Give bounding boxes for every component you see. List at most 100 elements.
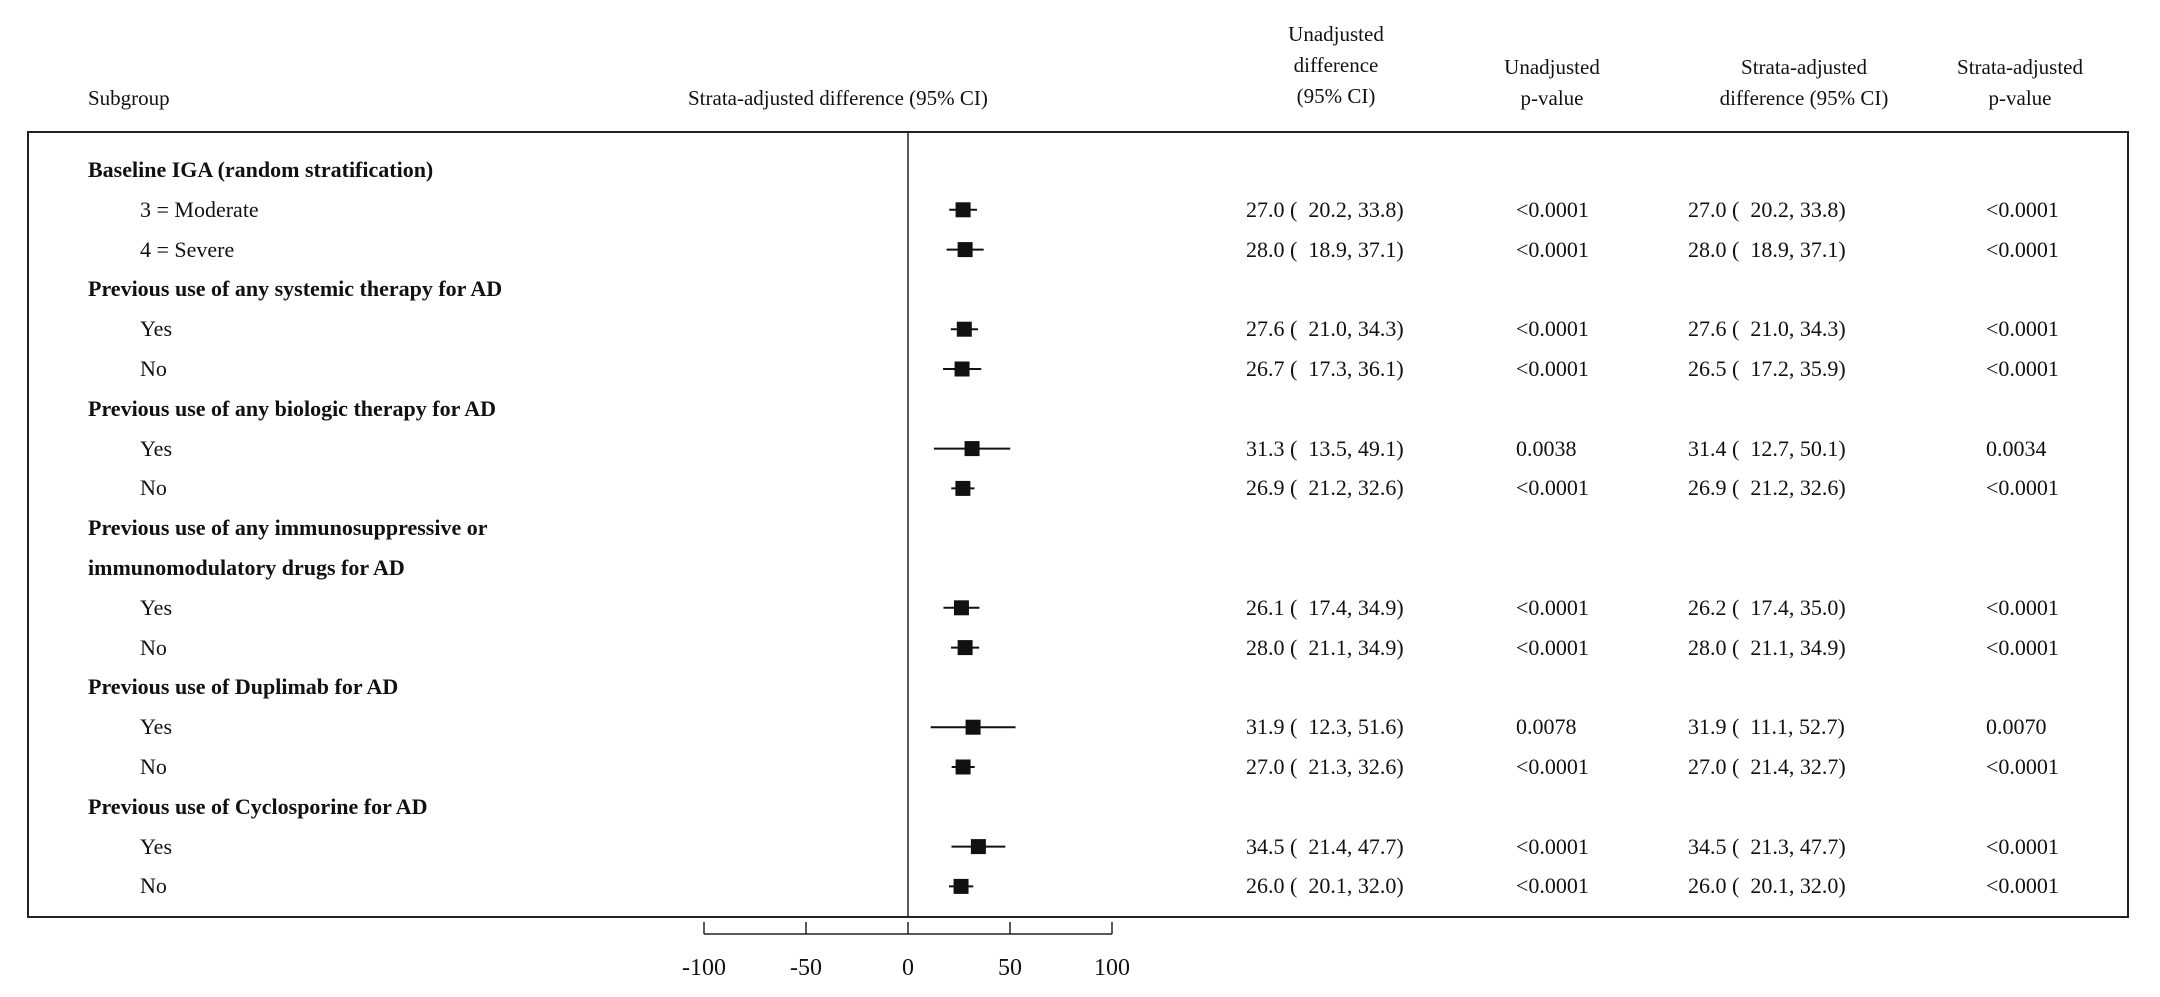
unadjusted-p-value-cell: <0.0001 (1516, 316, 1589, 342)
unadjusted-p-value-cell: <0.0001 (1516, 873, 1589, 899)
subgroup-label: 3 = Moderate (140, 196, 259, 222)
unadjusted-p-value-cell: <0.0001 (1516, 634, 1589, 660)
point-estimate (965, 719, 981, 735)
x-axis-tick-label: -100 (682, 955, 726, 981)
point-estimate (955, 480, 971, 496)
unadjusted-p-value-cell: <0.0001 (1516, 356, 1589, 381)
unadjusted-p-value-cell: <0.0001 (1516, 475, 1589, 501)
strata-adjusted-difference-cell: 27.6 ( 21.0, 34.3) (1688, 316, 1846, 342)
subgroup-label: Yes (140, 435, 173, 461)
unadjusted-difference-cell: 34.5 ( 21.4, 47.7) (1246, 833, 1404, 859)
subgroup-heading-row: Previous use of any biologic therapy for… (0, 389, 2160, 429)
subgroup-heading: Previous use of Duplimab for AD (88, 674, 399, 700)
subgroup-label: No (140, 356, 167, 381)
unadjusted-difference-cell: 26.0 ( 20.1, 32.0) (1246, 873, 1404, 899)
unadjusted-difference-cell: 26.1 ( 17.4, 34.9) (1246, 594, 1404, 620)
subgroup-row: Yes 31.3 ( 13.5, 49.1) 0.0038 31.4 ( 12.7, … (0, 429, 2160, 469)
unadjusted-p-value-cell: <0.0001 (1516, 833, 1589, 859)
point-estimate (970, 839, 986, 855)
subgroup-heading-row: Previous use of Cyclosporine for AD (0, 787, 2160, 827)
unadjusted-difference-cell: 28.0 ( 18.9, 37.1) (1246, 236, 1404, 262)
strata-adjusted-p-value-cell: 0.0070 (1986, 714, 2047, 740)
strata-adjusted-p-value-cell: <0.0001 (1986, 236, 2059, 262)
subgroup-heading-row: Previous use of any immunosuppressive or (0, 508, 2160, 548)
strata-adjusted-p-value-cell: <0.0001 (1986, 754, 2059, 779)
x-axis-tick-label: -50 (790, 955, 822, 981)
subgroup-heading-row: Baseline IGA (random stratification) (0, 150, 2160, 190)
subgroup-label: Yes (140, 833, 173, 859)
subgroup-heading: Baseline IGA (random stratification) (88, 157, 434, 182)
point-estimate (957, 242, 973, 258)
strata-adjusted-difference-cell: 28.0 ( 21.1, 34.9) (1688, 634, 1846, 660)
x-axis-tick-label: 0 (902, 955, 914, 981)
subgroup-label: 4 = Severe (140, 236, 235, 262)
unadjusted-p-value-cell: <0.0001 (1516, 196, 1589, 222)
point-estimate (953, 600, 969, 616)
point-estimate (954, 361, 970, 377)
strata-adjusted-difference-cell: 28.0 ( 18.9, 37.1) (1688, 236, 1846, 262)
strata-adjusted-difference-cell: 31.9 ( 11.1, 52.7) (1688, 714, 1845, 740)
strata-adjusted-p-value-cell: <0.0001 (1986, 196, 2059, 222)
header-strata-adjusted-difference: Strata-adjusted difference (95% CI) (1719, 55, 1889, 110)
subgroup-heading: Previous use of any biologic therapy for… (88, 395, 497, 421)
strata-adjusted-difference-cell: 34.5 ( 21.3, 47.7) (1688, 833, 1846, 859)
unadjusted-difference-cell: 28.0 ( 21.1, 34.9) (1246, 634, 1404, 660)
subgroup-label: Yes (140, 594, 173, 620)
strata-adjusted-difference-cell: 26.5 ( 17.2, 35.9) (1688, 356, 1846, 381)
strata-adjusted-p-value-cell: <0.0001 (1986, 316, 2059, 342)
subgroup-row: No 28.0 ( 21.1, 34.9) <0.0001 28.0 ( 21.1, … (0, 628, 2160, 668)
unadjusted-p-value-cell: 0.0078 (1516, 714, 1577, 740)
unadjusted-difference-cell: 27.6 ( 21.0, 34.3) (1246, 316, 1404, 342)
plot-frame (27, 131, 2129, 918)
unadjusted-p-value-cell: <0.0001 (1516, 754, 1589, 779)
subgroup-heading-row: Previous use of any systemic therapy for… (0, 269, 2160, 309)
unadjusted-difference-cell: 31.3 ( 13.5, 49.1) (1246, 435, 1404, 461)
unadjusted-difference-cell: 26.9 ( 21.2, 32.6) (1246, 475, 1404, 501)
subgroup-label: Yes (140, 316, 173, 342)
x-axis-tick-label: 50 (998, 955, 1022, 981)
subgroup-row: No 26.7 ( 17.3, 36.1) <0.0001 26.5 ( 17.2, … (0, 349, 2160, 389)
subgroup-row: Yes 27.6 ( 21.0, 34.3) <0.0001 27.6 ( 21.0,… (0, 309, 2160, 349)
unadjusted-p-value-cell: 0.0038 (1516, 435, 1577, 461)
unadjusted-difference-cell: 26.7 ( 17.3, 36.1) (1246, 356, 1404, 381)
point-estimate (964, 441, 980, 457)
unadjusted-p-value-cell: <0.0001 (1516, 236, 1589, 262)
subgroup-row: Yes 31.9 ( 12.3, 51.6) 0.0078 31.9 ( 11.1, … (0, 707, 2160, 747)
unadjusted-difference-cell: 31.9 ( 12.3, 51.6) (1246, 714, 1404, 740)
subgroup-row: No 26.0 ( 20.1, 32.0) <0.0001 26.0 ( 20.1, … (0, 866, 2160, 906)
strata-adjusted-difference-cell: 26.9 ( 21.2, 32.6) (1688, 475, 1846, 501)
header-plot-axis: Strata-adjusted difference (95% CI) (688, 86, 988, 110)
subgroup-heading-row: Previous use of Duplimab for AD (0, 667, 2160, 707)
header-unadjusted-difference: Unadjusted difference (95% CI) (1288, 22, 1384, 108)
subgroup-row: 4 = Severe 28.0 ( 18.9, 37.1) <0.0001 28.0 … (0, 230, 2160, 270)
subgroup-heading: Previous use of any systemic therapy for… (88, 276, 503, 302)
header-unadjusted-p-value: Unadjusted p-value (1504, 55, 1600, 110)
subgroup-heading-row: immunomodulatory drugs for AD (0, 548, 2160, 588)
point-estimate (953, 878, 969, 894)
strata-adjusted-difference-cell: 26.2 ( 17.4, 35.0) (1688, 594, 1846, 620)
strata-adjusted-p-value-cell: 0.0034 (1986, 435, 2047, 461)
subgroup-heading: Previous use of Cyclosporine for AD (88, 793, 428, 819)
strata-adjusted-p-value-cell: <0.0001 (1986, 594, 2059, 620)
strata-adjusted-difference-cell: 27.0 ( 20.2, 33.8) (1688, 196, 1846, 222)
unadjusted-difference-cell: 27.0 ( 20.2, 33.8) (1246, 196, 1404, 222)
unadjusted-difference-cell: 27.0 ( 21.3, 32.6) (1246, 754, 1404, 779)
subgroup-label: No (140, 873, 167, 899)
subgroup-label: Yes (140, 714, 173, 740)
subgroup-label: No (140, 475, 167, 501)
subgroup-heading: immunomodulatory drugs for AD (88, 555, 405, 580)
unadjusted-p-value-cell: <0.0001 (1516, 594, 1589, 620)
point-estimate (956, 321, 972, 337)
subgroup-row: Yes 26.1 ( 17.4, 34.9) <0.0001 26.2 ( 17.4,… (0, 588, 2160, 628)
point-estimate (957, 640, 973, 656)
header-strata-adjusted-p-value: Strata-adjusted p-value (1957, 55, 2083, 110)
point-estimate (955, 759, 971, 775)
subgroup-label: No (140, 754, 167, 779)
strata-adjusted-p-value-cell: <0.0001 (1986, 475, 2059, 501)
strata-adjusted-difference-cell: 26.0 ( 20.1, 32.0) (1688, 873, 1846, 899)
strata-adjusted-p-value-cell: <0.0001 (1986, 833, 2059, 859)
x-axis-tick-label: 100 (1094, 955, 1130, 981)
header-subgroup: Subgroup (88, 86, 170, 110)
